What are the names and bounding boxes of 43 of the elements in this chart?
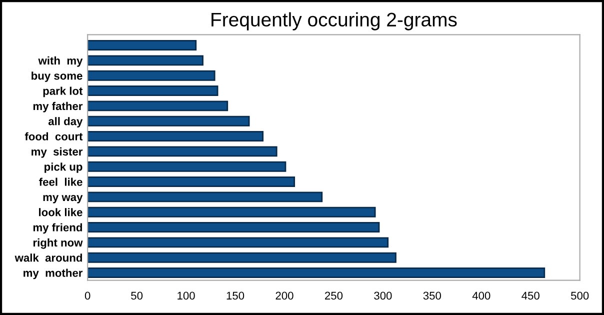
x-tick-label: 400 <box>472 292 490 300</box>
bar <box>88 100 228 112</box>
x-tick-label: 450 <box>522 292 540 300</box>
x-tick-label: 100 <box>178 292 195 300</box>
y-tick-label: right now <box>33 238 83 249</box>
y-tick-label: pick up <box>44 162 82 173</box>
bar <box>88 192 323 202</box>
x-tick-label: 350 <box>423 292 441 300</box>
y-tick-label: my father <box>33 102 83 112</box>
x-tick-label: 0 <box>84 292 90 300</box>
bar <box>88 131 264 142</box>
y-tick-label: park lot <box>43 86 83 98</box>
bar <box>88 268 546 278</box>
y-tick-label: my way <box>43 194 83 204</box>
y-tick-label: all day <box>48 117 83 128</box>
bar <box>88 206 376 218</box>
y-tick-label: walk around <box>14 254 82 262</box>
chart-title: Frequently occuring 2-grams <box>212 12 457 30</box>
bar <box>88 176 296 188</box>
bar <box>88 222 380 233</box>
x-tick-label: 150 <box>226 292 244 300</box>
y-tick-label: with my <box>38 56 83 67</box>
y-tick-label: my mother <box>24 268 83 280</box>
bar <box>88 86 218 96</box>
y-tick-label: feel like <box>39 178 82 186</box>
bar <box>88 252 396 263</box>
y-tick-label: food court <box>24 132 83 140</box>
x-tick-label: 500 <box>571 292 589 300</box>
bar <box>88 40 197 51</box>
y-tick-label: my friend <box>33 223 82 234</box>
x-tick-label: 300 <box>374 292 392 300</box>
x-tick-label: 250 <box>325 292 343 300</box>
bar <box>88 161 286 172</box>
bar <box>88 146 278 157</box>
bar <box>88 70 216 81</box>
bar <box>88 55 204 66</box>
x-tick-label: 200 <box>276 292 294 300</box>
y-tick-label: my sister <box>32 147 83 158</box>
y-tick-label: buy some <box>32 72 82 82</box>
y-tick-label: look like <box>39 208 82 216</box>
bar <box>88 116 250 126</box>
bar <box>88 237 389 248</box>
x-tick-label: 50 <box>131 292 143 300</box>
